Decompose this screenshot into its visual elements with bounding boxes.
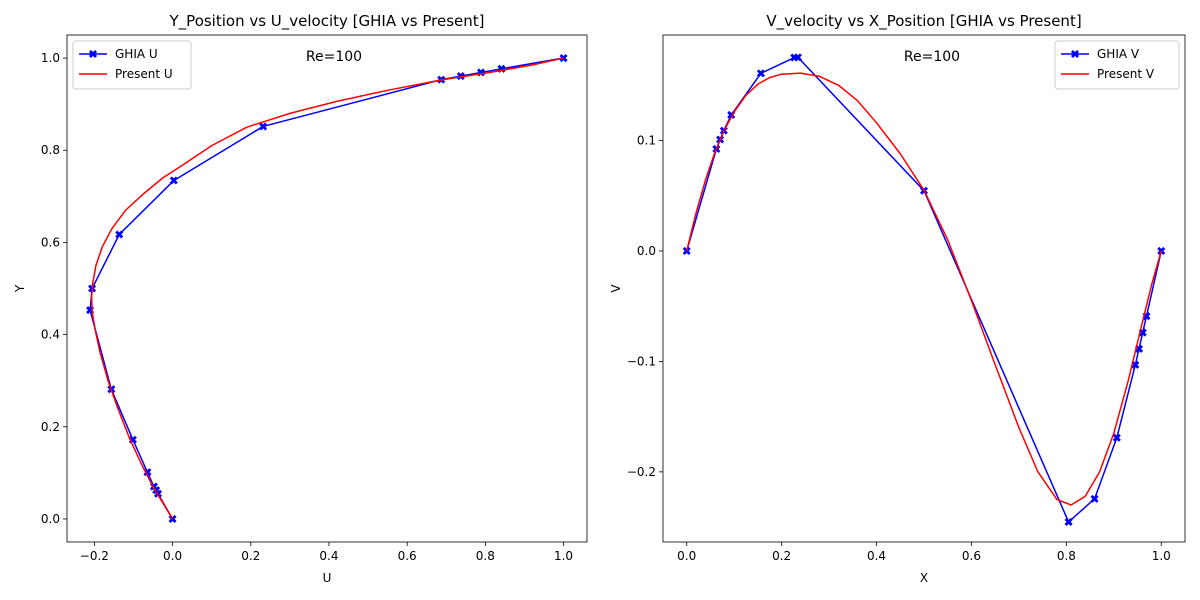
chart-1-y-tick-label-0: 0.0 [41,512,60,526]
chart-1-series-1-point-16 [559,54,568,63]
chart-2-x-tick-label-1: 0.2 [772,549,791,563]
chart-2-legend-marker-1 [1070,49,1080,59]
chart-1-legend: GHIA U Present U [72,40,192,90]
chart-2-x-tick-label-3: 0.6 [962,549,981,563]
chart-1-series-1-point-11 [259,122,268,131]
chart-2-plot-area [682,53,1166,526]
chart-2-x-label: X [920,571,928,585]
chart-2-legend-label-2: Present V [1097,67,1155,81]
chart-1-annotation: Re=100 [306,49,362,65]
chart-2-series-1-point-10 [1090,494,1099,503]
chart-1-legend-marker-1 [88,49,98,59]
chart-2-series-1-point-11 [1112,433,1121,442]
chart-2-x-tick-label-2: 0.4 [867,549,886,563]
chart-1-x-tick-label-4: 0.6 [398,549,417,563]
chart-1-y-label: Y [13,284,27,293]
chart-1-frame [66,34,588,543]
chart-2-x-tick-label-0: 0.0 [677,549,696,563]
chart-2: V_velocity vs X_Position [GHIA vs Presen… [609,12,1186,585]
chart-1-y-tick-label-1: 0.2 [41,420,60,434]
chart-2-y-tick-label-0: −0.2 [627,465,656,479]
chart-1-x-tick-label-1: 0.0 [163,549,182,563]
chart-2-title: V_velocity vs X_Position [GHIA vs Presen… [766,12,1081,31]
chart-1-y-tick-label-4: 0.8 [41,143,60,157]
chart-1-legend-label-2: Present U [115,67,173,81]
chart-1-legend-box [72,40,192,90]
chart-1-series-1-point-9 [115,230,124,239]
chart-2-x-tick-label-4: 0.8 [1057,549,1076,563]
chart-1-series-2-line [90,57,564,520]
chart-1-series-1-point-10 [169,176,178,185]
chart-1-plot-area [86,54,568,523]
chart-2-y-tick-label-2: 0.0 [637,244,656,258]
chart-1-x-tick-label-2: 0.2 [241,549,260,563]
chart-1-title: Y_Position vs U_velocity [GHIA vs Presen… [169,12,485,31]
chart-2-legend-box [1054,40,1180,90]
chart-1-x-label: U [323,571,332,585]
chart-1-y-tick-label-2: 0.4 [41,328,60,342]
chart-1: Y_Position vs U_velocity [GHIA vs Presen… [13,12,588,585]
chart-1-x-tick-label-3: 0.4 [319,549,338,563]
chart-2-y-label: V [609,284,623,293]
chart-1-x-tick-label-5: 0.8 [476,549,495,563]
chart-2-x-tick-label-5: 1.0 [1152,549,1171,563]
chart-1-y-tick-label-3: 0.6 [41,235,60,249]
chart-1-y-tick-label-5: 1.0 [41,51,60,65]
chart-1-legend-label-1: GHIA U [115,47,158,61]
chart-2-y-tick-label-3: 0.1 [637,133,656,147]
chart-2-annotation: Re=100 [904,49,960,65]
chart-2-y-tick-label-1: −0.1 [627,354,656,368]
chart-2-series-1-point-9 [1064,517,1073,526]
chart-1-series-1-point-4 [143,468,152,477]
chart-2-legend-label-1: GHIA V [1097,47,1140,61]
chart-2-legend: GHIA V Present V [1054,40,1180,90]
chart-1-x-tick-label-0: −0.2 [80,549,109,563]
chart-2-series-1-point-7 [793,53,802,62]
chart-2-frame [662,34,1186,543]
chart-2-series-1-point-5 [756,69,765,78]
chart-1-x-tick-label-6: 1.0 [554,549,573,563]
chart-2-series-2-line [686,72,1162,506]
